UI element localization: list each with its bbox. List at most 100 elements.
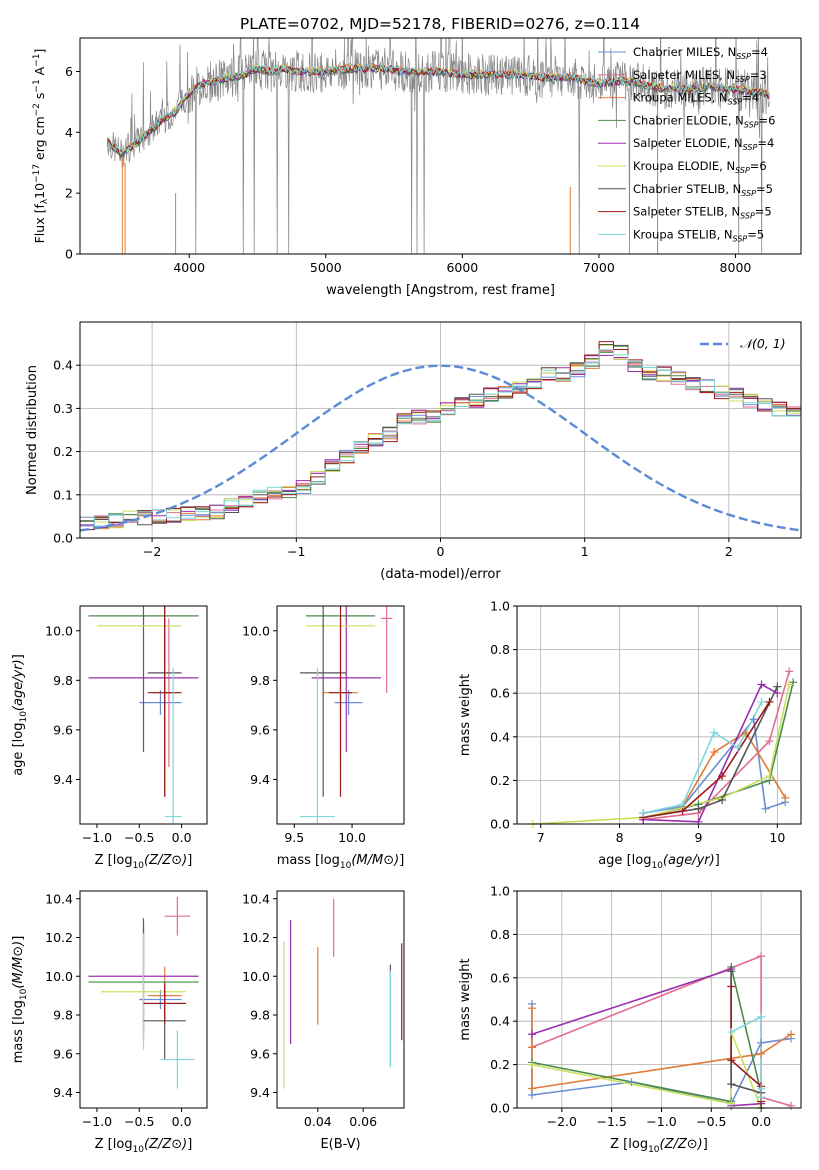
y-tick-label: 9.4	[53, 772, 73, 787]
x-axis-label: Z [log10(Z/Z⊙)]	[95, 1137, 193, 1155]
x-axis-label: E(B-V)	[320, 1137, 360, 1152]
y-axis-label: age [log10(age/yr)]	[11, 654, 29, 776]
y-tick-label: 0.0	[53, 531, 73, 546]
x-axis-label: wavelength [Angstrom, rest frame]	[326, 283, 555, 298]
y-tick-label: 0.4	[53, 358, 73, 373]
hist-salpeter_elodie	[80, 354, 801, 528]
y-tick-label: 10.2	[242, 930, 270, 945]
y-tick-label: 2	[65, 186, 73, 201]
plot-area	[300, 606, 393, 824]
x-tick-label: −1.5	[596, 1114, 626, 1129]
weight-marker-chabrier_stelib	[773, 682, 782, 691]
y-tick-label: 0.6	[490, 686, 510, 701]
axes-frame	[79, 605, 208, 825]
legend-label: Chabrier STELIB, NSSP=5	[633, 182, 773, 198]
residuals-panel: −2 −1 0 1 2 0.0 0.1 0.2 0.3 0.4 (data-model)/error…	[25, 321, 802, 582]
x-axis-label: Z [log10(Z/Z⊙)]	[610, 1137, 708, 1155]
weight-marker-kroupa_miles	[781, 793, 790, 802]
x-axis-label: mass [log10(M/M⊙)]	[277, 853, 405, 871]
weight-marker-salpeter_miles	[757, 952, 766, 961]
figure-title: PLATE=0702, MJD=52178, FIBERID=0276, z=0…	[240, 15, 640, 33]
x-tick-label: 5000	[310, 260, 342, 275]
x-tick-label: 0.0	[751, 1114, 771, 1129]
x-tick-label: −1.0	[82, 830, 112, 845]
x-tick-label: 7	[537, 830, 545, 845]
mass-vs-Z-panel: −1.0 −0.5 0.0 9.4 9.6 9.8 10.0 10.2 10.4 Z [log10…	[11, 890, 208, 1155]
plot-area	[88, 896, 199, 1089]
weight-marker-chabrier_miles	[749, 715, 758, 724]
y-tick-label: 9.6	[53, 722, 73, 737]
y-axis-label: Normed distribution	[25, 365, 40, 495]
weight-marker-salpeter_miles	[785, 667, 794, 676]
weight-marker-salpeter_miles	[765, 737, 774, 746]
y-tick-label: 0.8	[490, 927, 510, 942]
data-spectrum-line	[106, 38, 770, 254]
x-tick-label: 8000	[720, 260, 752, 275]
weight-marker-salpeter_stelib	[727, 982, 736, 991]
plot-area	[283, 898, 403, 1089]
x-axis-label: age [log10(age/yr)]	[598, 853, 720, 871]
plot-area	[80, 341, 801, 532]
x-tick-label: −0.5	[124, 1114, 154, 1129]
axes-frame	[79, 890, 208, 1109]
y-tick-label: 9.6	[250, 722, 270, 737]
y-tick-label: 0.4	[490, 1014, 510, 1029]
legend-label: Salpeter ELODIE, NSSP=4	[633, 136, 774, 152]
weight-marker-chabrier_miles	[761, 804, 770, 813]
weight-marker-chabrier_elodie	[789, 678, 798, 687]
x-axis-label: (data-model)/error	[380, 567, 501, 582]
age-vs-mass-panel: 9.5 10.0 9.4 9.6 9.8 10.0 mass [log10(M/M⊙)]	[242, 605, 405, 871]
y-tick-label: 0.8	[490, 642, 510, 657]
weight-marker-salpeter_elodie	[527, 1030, 536, 1039]
weight-vs-Z-panel: −2.0 −1.5 −1.0 −0.5 0.0 0.0 0.2 0.4 0.6 0.8 1.0 mas…	[458, 884, 802, 1155]
y-tick-label: 0.1	[53, 487, 73, 502]
weight-marker-salpeter_stelib	[765, 697, 774, 706]
x-tick-label: 10.0	[338, 830, 366, 845]
x-tick-label: 0.0	[172, 1114, 192, 1129]
x-tick-label: 0	[437, 544, 445, 559]
x-tick-label: 4000	[173, 260, 205, 275]
x-tick-label: −2.0	[547, 1114, 577, 1129]
weight-marker-kroupa_stelib	[710, 728, 719, 737]
weight-marker-kroupa_miles	[710, 748, 719, 757]
y-axis-label: mass weight	[458, 958, 473, 1040]
model-line-kroupa_stelib	[107, 63, 770, 155]
weight-marker-kroupa_miles	[527, 1004, 536, 1013]
y-tick-label: 4	[65, 125, 73, 140]
legend-label: Salpeter STELIB, NSSP=5	[633, 205, 772, 221]
x-tick-label: 9	[694, 830, 702, 845]
y-tick-label: 10.4	[242, 891, 270, 906]
y-tick-label: 10.2	[45, 930, 73, 945]
plot-area	[106, 38, 770, 254]
weight-marker-salpeter_elodie	[757, 680, 766, 689]
weight-line-kroupa_elodie	[532, 684, 790, 824]
plot-area	[532, 671, 794, 824]
y-tick-label: 10.0	[45, 623, 73, 638]
legend-label: Kroupa STELIB, NSSP=5	[633, 227, 764, 243]
x-tick-label: 1	[581, 544, 589, 559]
hist-salpeter_miles	[80, 350, 801, 525]
y-axis-label: Flux [fλ10−17 erg cm−2 s−1 A−1]	[32, 49, 50, 244]
weight-marker-kroupa_stelib	[757, 697, 766, 706]
weight-marker-kroupa_stelib	[639, 809, 648, 818]
y-tick-label: 9.8	[250, 1008, 270, 1023]
y-axis-label: mass [log10(M/M⊙)]	[11, 936, 29, 1064]
y-tick-label: 10.0	[242, 969, 270, 984]
weight-line-salpeter_miles	[643, 671, 790, 821]
y-tick-label: 9.4	[250, 1085, 270, 1100]
y-tick-label: 0.2	[53, 444, 73, 459]
weight-marker-kroupa_elodie	[785, 680, 794, 689]
weight-marker-kroupa_elodie	[727, 1099, 736, 1108]
weight-marker-salpeter_stelib	[727, 1056, 736, 1065]
y-tick-label: 10.4	[45, 891, 73, 906]
x-tick-label: 0.04	[304, 1114, 332, 1129]
weight-marker-chabrier_miles	[627, 1077, 636, 1086]
x-tick-label: 6000	[446, 260, 478, 275]
axes-frame	[516, 890, 802, 1109]
weight-marker-kroupa_elodie	[765, 772, 774, 781]
weight-marker-salpeter_elodie	[694, 817, 703, 826]
weight-marker-salpeter_stelib	[718, 772, 727, 781]
x-tick-label: −1.0	[82, 1114, 112, 1129]
weight-marker-chabrier_miles	[757, 1038, 766, 1047]
legend-label: Chabrier MILES, NSSP=4	[633, 45, 768, 61]
